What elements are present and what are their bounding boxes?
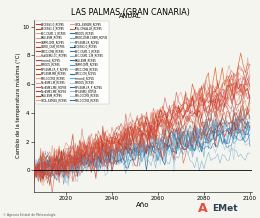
Text: © Agencia Estatal de Meteorología: © Agencia Estatal de Meteorología xyxy=(3,213,55,217)
X-axis label: Año: Año xyxy=(136,202,150,208)
Text: ANUAL: ANUAL xyxy=(119,13,141,19)
Text: LAS PALMAS (GRAN CANARIA): LAS PALMAS (GRAN CANARIA) xyxy=(70,8,190,17)
Y-axis label: Cambio de la temperatura máxima (°C): Cambio de la temperatura máxima (°C) xyxy=(16,53,21,158)
Legend: ACCESS1.0_RCP85, ACCESS1.3_RCP85, BCC-CSM1.1_RCP85, BNU-ESM_RCP85, CNRM-CM5_RCP8: ACCESS1.0_RCP85, ACCESS1.3_RCP85, BCC-CS… xyxy=(35,21,109,104)
Text: EMet: EMet xyxy=(212,204,238,213)
Text: A: A xyxy=(198,202,208,215)
